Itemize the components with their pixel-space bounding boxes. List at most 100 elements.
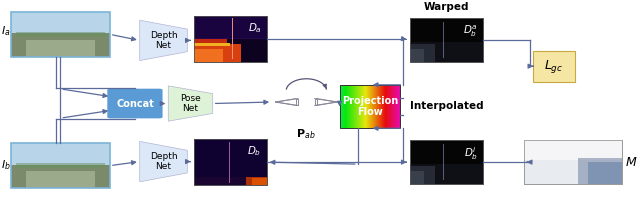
- Bar: [410, 140, 483, 184]
- Bar: [12, 12, 110, 57]
- Bar: [346, 85, 348, 128]
- Bar: [378, 85, 380, 128]
- Bar: [410, 18, 483, 62]
- Bar: [395, 85, 397, 128]
- Bar: [443, 22, 444, 58]
- Bar: [194, 16, 267, 38]
- Bar: [351, 85, 353, 128]
- Bar: [194, 44, 241, 62]
- Bar: [374, 85, 376, 128]
- Bar: [340, 85, 341, 128]
- Bar: [410, 140, 483, 184]
- Bar: [194, 16, 267, 62]
- Bar: [363, 85, 365, 128]
- Bar: [588, 162, 622, 184]
- Bar: [194, 16, 267, 39]
- Bar: [524, 140, 622, 184]
- Text: Warped: Warped: [424, 2, 469, 12]
- Bar: [17, 163, 105, 168]
- Text: Projection
Flow: Projection Flow: [342, 96, 398, 117]
- Text: Depth
Net: Depth Net: [150, 152, 177, 171]
- Bar: [399, 85, 401, 128]
- Bar: [361, 85, 362, 128]
- Bar: [394, 85, 396, 128]
- Bar: [380, 85, 381, 128]
- Bar: [379, 85, 381, 128]
- Text: $D_b^a$: $D_b^a$: [463, 23, 478, 39]
- Text: $D_b^i$: $D_b^i$: [464, 145, 478, 162]
- Bar: [360, 85, 362, 128]
- Bar: [524, 140, 622, 184]
- Bar: [228, 142, 230, 183]
- Bar: [355, 85, 356, 128]
- Bar: [398, 85, 399, 128]
- Bar: [376, 85, 378, 128]
- Bar: [17, 32, 105, 37]
- Bar: [12, 34, 110, 57]
- Bar: [375, 85, 376, 128]
- Bar: [12, 143, 110, 166]
- Polygon shape: [140, 141, 188, 182]
- Bar: [194, 139, 267, 177]
- Bar: [367, 85, 369, 128]
- Text: $M$: $M$: [625, 156, 638, 169]
- Bar: [26, 40, 95, 57]
- Bar: [252, 178, 267, 185]
- Bar: [366, 85, 367, 128]
- Bar: [396, 85, 397, 128]
- Bar: [387, 85, 388, 128]
- Text: $D_a$: $D_a$: [248, 21, 262, 35]
- Bar: [194, 16, 267, 62]
- Text: $D_b$: $D_b$: [248, 144, 262, 158]
- Text: $L_{gc}$: $L_{gc}$: [545, 58, 564, 75]
- Bar: [358, 85, 360, 128]
- Bar: [194, 139, 267, 185]
- Bar: [357, 85, 358, 128]
- Bar: [373, 85, 374, 128]
- Bar: [392, 85, 394, 128]
- Bar: [194, 139, 267, 185]
- Bar: [410, 42, 483, 62]
- Bar: [372, 85, 374, 128]
- Bar: [368, 85, 369, 128]
- Bar: [359, 85, 360, 128]
- Bar: [26, 171, 95, 188]
- Bar: [194, 38, 227, 43]
- Bar: [391, 85, 392, 128]
- Bar: [345, 85, 346, 128]
- Text: Interpolated: Interpolated: [410, 101, 483, 111]
- Bar: [343, 85, 344, 128]
- Bar: [356, 85, 358, 128]
- Bar: [369, 85, 371, 128]
- Bar: [354, 85, 355, 128]
- Bar: [344, 85, 346, 128]
- Bar: [371, 85, 372, 128]
- Text: $\mathbf{P}_{ab}$: $\mathbf{P}_{ab}$: [296, 127, 316, 141]
- Bar: [342, 85, 344, 128]
- Bar: [194, 176, 267, 185]
- Text: Concat: Concat: [116, 99, 154, 108]
- Bar: [393, 85, 395, 128]
- Polygon shape: [140, 20, 188, 61]
- Bar: [350, 85, 351, 128]
- Bar: [410, 171, 424, 184]
- Bar: [382, 85, 383, 128]
- Bar: [397, 85, 399, 128]
- Bar: [12, 12, 110, 35]
- Bar: [443, 144, 444, 180]
- Bar: [194, 49, 223, 62]
- Polygon shape: [168, 86, 212, 121]
- Bar: [578, 158, 622, 184]
- Bar: [388, 85, 390, 128]
- Bar: [12, 143, 110, 188]
- Text: Pose
Net: Pose Net: [180, 94, 201, 113]
- Bar: [365, 85, 367, 128]
- Bar: [362, 85, 364, 128]
- Bar: [381, 85, 383, 128]
- Bar: [410, 49, 424, 62]
- Bar: [410, 166, 435, 184]
- Bar: [340, 85, 342, 128]
- Bar: [194, 43, 230, 46]
- Bar: [12, 165, 110, 188]
- Bar: [384, 85, 385, 128]
